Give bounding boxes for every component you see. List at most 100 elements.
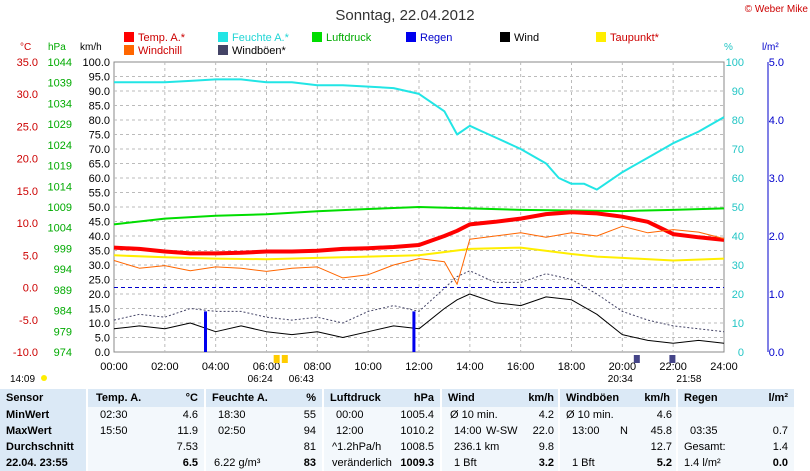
humidity-tick-label: 90 [732, 86, 744, 98]
unit-wind-label: km/h [80, 42, 102, 53]
humidity-tick-label: 80 [732, 115, 744, 127]
hum-max: 94 [303, 425, 316, 437]
sun-marker-label: 21:58 [676, 374, 701, 385]
pressure-tick-label: 984 [54, 306, 72, 318]
x-tick-label: 20:00 [609, 361, 637, 373]
pressure-tick-label: 979 [54, 326, 72, 338]
temp-tick-label: -10.0 [13, 347, 38, 359]
x-tick-label: 08:00 [304, 361, 332, 373]
hum-max-time: 02:50 [218, 425, 246, 437]
x-tick-label: 04:00 [202, 361, 230, 373]
temp-max-time: 15:50 [100, 425, 128, 437]
series-line [114, 78, 725, 191]
legend-label: Temp. A.* [138, 32, 186, 44]
gust-avg10-label: Ø 10 min. [566, 409, 614, 421]
chart-title: Sonntag, 22.04.2012 [335, 7, 474, 24]
rain-max: 0.7 [772, 425, 788, 437]
sun-marker [281, 355, 288, 363]
unit-temp-label: °C [20, 42, 31, 53]
x-tick-label: 14:00 [456, 361, 484, 373]
gust-max-dir: N [620, 425, 628, 437]
temp-tick-label: 0.0 [23, 283, 38, 295]
sun-marker-label: 06:24 [248, 374, 273, 385]
press-trend: ^1.2hPa/h [332, 441, 382, 453]
rain-tick-label: 5.0 [769, 57, 784, 69]
rain-tick-label: 2.0 [769, 231, 784, 243]
pressure-tick-label: 1019 [48, 161, 72, 173]
wind-tick-label: 85.0 [89, 101, 110, 113]
wind-tick-label: 100.0 [82, 57, 110, 69]
humidity-tick-label: 0 [738, 347, 744, 359]
wind-tick-label: 5.0 [95, 333, 110, 345]
temp-current: 6.5 [182, 457, 198, 469]
moment-label: 14:09 [10, 374, 35, 385]
humidity-tick-label: 60 [732, 173, 744, 185]
rain-tick-label: 4.0 [769, 115, 784, 127]
wind-tick-label: 55.0 [89, 188, 110, 200]
label-current: 22.04. 23:55 [6, 457, 68, 469]
header-temp: Temp. A. [96, 392, 142, 404]
x-tick-label: 12:00 [405, 361, 433, 373]
rain-total-label: Gesamt: [684, 441, 726, 453]
series-line [113, 246, 725, 262]
unit-rain-label: l/m² [762, 42, 779, 53]
header-rain: Regen [684, 392, 718, 404]
x-tick-label: 18:00 [558, 361, 586, 373]
temp-tick-label: 25.0 [17, 121, 38, 133]
press-current: 1009.3 [400, 457, 434, 469]
header-wind: Wind [448, 392, 475, 404]
legend-swatch [124, 45, 134, 55]
temp-tick-label: 5.0 [23, 250, 38, 262]
legend-swatch [218, 32, 228, 42]
weather-chart: Sonntag, 22.04.2012 © Weber Mike Temp. A.*… [10, 4, 809, 385]
humidity-tick-label: 20 [732, 289, 744, 301]
wind-max-time: 14:00 [454, 425, 482, 437]
wind-avg10: 4.2 [538, 409, 554, 421]
wind-tick-label: 10.0 [89, 318, 110, 330]
x-tick-label: 16:00 [507, 361, 535, 373]
pressure-tick-label: 1004 [48, 223, 72, 235]
sun-marker [669, 355, 676, 363]
unit-gusts: km/h [644, 392, 670, 404]
wind-max-dir: W-SW [486, 425, 518, 437]
pressure-tick-label: 974 [54, 347, 72, 359]
wind-tick-label: 25.0 [89, 275, 110, 287]
header-humidity: Feuchte A. [212, 392, 268, 404]
legend-label: Feuchte A.* [232, 32, 290, 44]
legend-label: Regen [420, 32, 452, 44]
gust-max: 45.8 [650, 425, 672, 437]
wind-tick-label: 45.0 [89, 217, 110, 229]
x-tick-label: 00:00 [100, 361, 128, 373]
sun-marker [273, 355, 280, 363]
temp-avg: 7.53 [176, 441, 198, 453]
legend-label: Windböen* [232, 45, 287, 57]
temp-tick-label: 35.0 [17, 57, 38, 69]
press-avg: 1008.5 [400, 441, 434, 453]
temp-tick-label: 30.0 [17, 89, 38, 101]
wind-max: 22.0 [532, 425, 554, 437]
temp-tick-label: 15.0 [17, 186, 38, 198]
copyright: © Weber Mike [745, 4, 809, 15]
wind-avg: 9.8 [538, 441, 554, 453]
pressure-tick-label: 1044 [48, 57, 72, 69]
gust-avg: 12.7 [650, 441, 672, 453]
legend-label: Taupunkt* [610, 32, 660, 44]
gust-bft: 1 Bft [572, 457, 595, 469]
rain-tick-label: 1.0 [769, 289, 784, 301]
wind-tick-label: 50.0 [89, 202, 110, 214]
press-min-time: 00:00 [336, 409, 364, 421]
humidity-tick-label: 30 [732, 260, 744, 272]
temp-max: 11.9 [177, 425, 198, 437]
label-avg: Durchschnitt [6, 441, 74, 453]
label-min: MinWert [6, 409, 50, 421]
legend-label: Luftdruck [326, 32, 372, 44]
wind-tick-label: 35.0 [89, 246, 110, 258]
unit-temp: °C [185, 392, 198, 404]
temp-min: 4.6 [182, 409, 198, 421]
wind-current: 3.2 [538, 457, 554, 469]
temp-tick-label: 10.0 [17, 218, 38, 230]
rain-bar [204, 311, 207, 352]
unit-pressure: hPa [413, 392, 434, 404]
rain-bar [412, 311, 416, 352]
x-tick-label: 22:00 [659, 361, 687, 373]
